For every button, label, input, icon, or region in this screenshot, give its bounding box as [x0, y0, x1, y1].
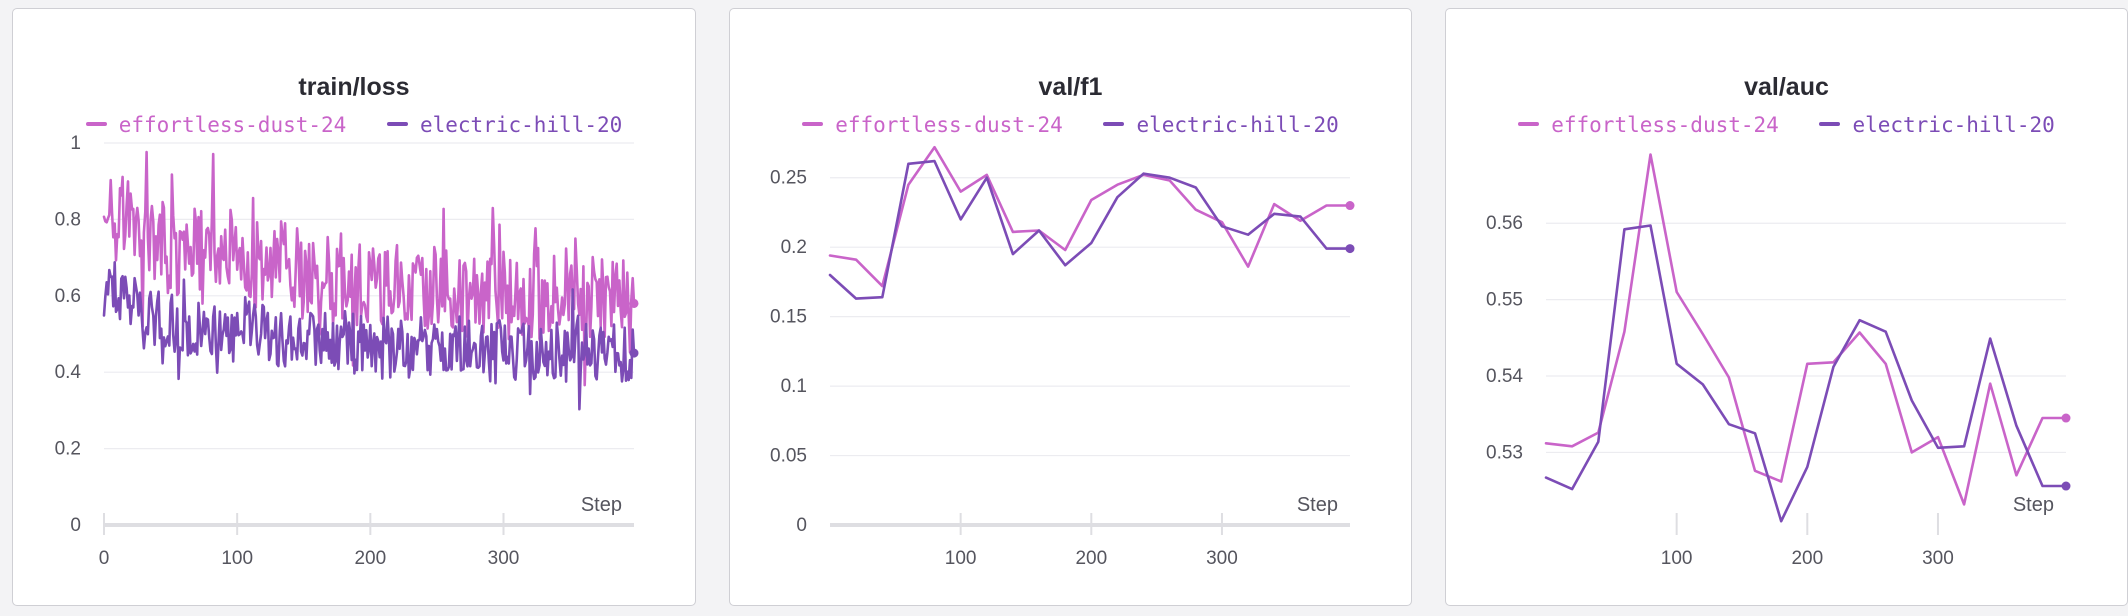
series-end-point-effortless-dust-24 [2061, 413, 2071, 423]
x-tick-label: 300 [488, 548, 520, 569]
legend-label: electric-hill-20 [419, 113, 623, 137]
y-tick-label: 0.25 [770, 168, 807, 189]
chart-legend: effortless-dust-24 electric-hill-20 [1446, 113, 2127, 137]
legend-label: electric-hill-20 [1852, 113, 2055, 137]
y-tick-label: 0.54 [1486, 366, 1523, 387]
y-tick-label: 0.2 [781, 237, 807, 258]
legend-label: effortless-dust-24 [835, 113, 1063, 137]
chart-panel-val-f1[interactable]: 0 0.05 0.1 0.15 0.2 0.25 100 200 300 Step val/f1 … [729, 8, 1412, 606]
chart-title: val/auc [1744, 73, 1829, 101]
chart-panel-train-loss[interactable]: 0 0.2 0.4 0.6 0.8 1 0 100 200 300 Step train/loss … [12, 8, 696, 606]
x-tick-label: 0 [99, 548, 110, 569]
legend-swatch [1819, 122, 1841, 126]
series-line-electric-hill-20 [102, 261, 636, 411]
legend-label: effortless-dust-24 [118, 113, 347, 137]
series-line-effortless-dust-24 [1544, 153, 2068, 506]
series-line-electric-hill-20 [1544, 224, 2068, 523]
chart-legend: effortless-dust-24 electric-hill-20 [13, 113, 695, 137]
x-tick-label: 200 [1075, 548, 1107, 569]
y-tick-label: 0.8 [55, 209, 81, 230]
y-tick-label: 0.05 [770, 446, 807, 467]
y-tick-label: 0 [70, 515, 81, 536]
series-end-point-electric-hill-20 [2061, 481, 2071, 491]
legend-item-effortless-dust-24[interactable]: effortless-dust-24 [85, 113, 347, 137]
legend-swatch [1103, 122, 1125, 126]
val-f1-chart: 0 0.05 0.1 0.15 0.2 0.25 100 200 300 Step [770, 145, 1355, 569]
y-tick-label: 0.4 [55, 362, 82, 383]
legend-label: electric-hill-20 [1136, 113, 1339, 137]
legend-item-effortless-dust-24[interactable]: effortless-dust-24 [1518, 113, 1779, 137]
legend-swatch [802, 122, 824, 126]
y-tick-label: 0.15 [770, 307, 807, 328]
series-end-point-effortless-dust-24 [629, 298, 639, 308]
legend-item-electric-hill-20[interactable]: electric-hill-20 [1819, 113, 2055, 137]
series-line-effortless-dust-24 [828, 145, 1352, 288]
y-tick-label: 0.2 [55, 439, 81, 460]
x-axis-label: Step [1297, 494, 1338, 516]
val-auc-chart: 0.53 0.54 0.55 0.56 100 200 300 Step [1486, 153, 2071, 569]
x-tick-label: 100 [221, 548, 253, 569]
legend-swatch [386, 122, 408, 126]
legend-label: effortless-dust-24 [1551, 113, 1779, 137]
y-tick-label: 0.55 [1486, 290, 1523, 311]
train-loss-chart: 0 0.2 0.4 0.6 0.8 1 0 100 200 300 Step [55, 133, 639, 569]
y-tick-label: 0.1 [781, 376, 807, 397]
y-tick-label: 0 [796, 515, 807, 536]
y-tick-label: 0.6 [55, 286, 81, 307]
series-end-point-electric-hill-20 [1345, 244, 1355, 254]
chart-title: val/f1 [1038, 73, 1103, 101]
series-line-electric-hill-20 [828, 159, 1352, 300]
y-tick-label: 0.56 [1486, 213, 1523, 234]
chart-title: train/loss [298, 73, 410, 101]
x-axis-label: Step [2013, 494, 2054, 516]
legend-swatch [1518, 122, 1540, 126]
x-tick-label: 100 [945, 548, 977, 569]
legend-swatch [85, 122, 107, 126]
x-tick-label: 200 [354, 548, 386, 569]
legend-item-electric-hill-20[interactable]: electric-hill-20 [1103, 113, 1339, 137]
x-tick-label: 300 [1206, 548, 1238, 569]
legend-item-electric-hill-20[interactable]: electric-hill-20 [386, 113, 623, 137]
x-axis-label: Step [581, 494, 622, 516]
chart-legend: effortless-dust-24 electric-hill-20 [730, 113, 1411, 137]
legend-item-effortless-dust-24[interactable]: effortless-dust-24 [802, 113, 1063, 137]
y-tick-label: 0.53 [1486, 442, 1523, 463]
x-tick-label: 100 [1661, 548, 1693, 569]
series-end-point-effortless-dust-24 [1345, 201, 1355, 211]
chart-panel-val-auc[interactable]: 0.53 0.54 0.55 0.56 100 200 300 Step val/auc ef… [1445, 8, 2128, 606]
series-line-effortless-dust-24 [102, 150, 636, 387]
y-tick-label: 1 [70, 133, 81, 154]
series-end-point-electric-hill-20 [629, 348, 639, 358]
x-tick-label: 200 [1791, 548, 1823, 569]
x-tick-label: 300 [1922, 548, 1954, 569]
